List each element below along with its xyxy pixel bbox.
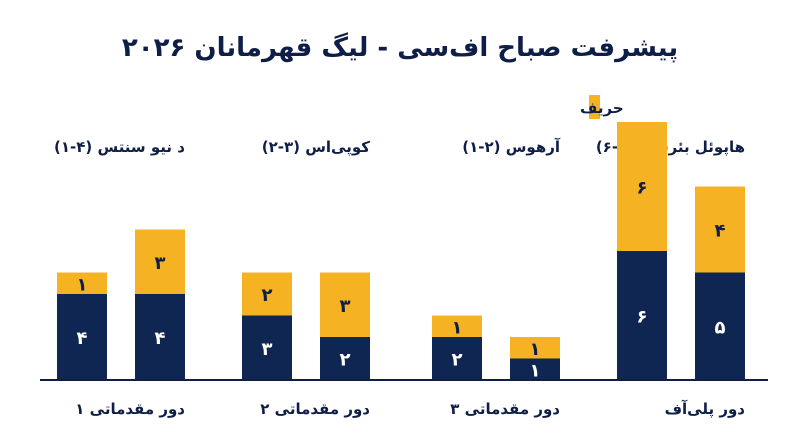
- opponent-label: د نیو سنتس (۴-۱): [54, 138, 185, 156]
- bar-segment-opponent: [57, 272, 107, 294]
- bar-segment-opponent: [510, 337, 560, 359]
- bar-segment-team: [135, 294, 185, 380]
- data-label-team: ۱: [530, 360, 541, 381]
- bar-segment-opponent: [432, 315, 482, 337]
- round-label: دور مقدماتی ۳: [450, 400, 560, 418]
- data-label-team: ۲: [452, 350, 463, 371]
- data-label-team: ۳: [262, 339, 273, 360]
- bar-segment-opponent: [320, 272, 370, 337]
- bar-segment-opponent: [695, 186, 745, 273]
- bar-segment-opponent: [242, 272, 292, 316]
- data-label-opponent: ۲: [262, 285, 273, 306]
- legend-swatch-opponent: [589, 95, 600, 119]
- bar-group: کوپی‌اس (۳-۲) دور مقدماتی ۲ ۳ ۲ ۲ ۳: [242, 138, 370, 418]
- round-label: دور مقدماتی ۱: [75, 400, 185, 418]
- data-label-team: ۴: [77, 328, 88, 349]
- round-label: دور مقدماتی ۲: [260, 400, 370, 418]
- bar-segment-team: [320, 337, 370, 380]
- legend-label-opponent: حریف: [580, 99, 624, 117]
- bar-segment-opponent: [617, 122, 667, 251]
- data-label-opponent: ۶: [637, 178, 648, 199]
- data-label-opponent: ۴: [715, 221, 726, 242]
- data-label-opponent: ۳: [155, 253, 166, 274]
- data-label-opponent: ۳: [340, 296, 351, 317]
- bar-segment-team: [432, 337, 482, 380]
- bar-segment-team: [695, 272, 745, 380]
- data-label-opponent: ۱: [530, 339, 541, 360]
- data-label-team: ۲: [340, 350, 351, 371]
- bar-segment-team: [510, 358, 560, 380]
- bar-group: د نیو سنتس (۴-۱) دور مقدماتی ۱ ۳ ۴ ۱ ۴: [54, 138, 185, 418]
- data-label-team: ۵: [715, 317, 726, 338]
- chart-title: پیشرفت صباح اف‌سی - لیگ قهرمانان ۲۰۲۶: [122, 32, 678, 63]
- round-label: دور پلی‌آف: [665, 400, 746, 419]
- data-label-opponent: ۱: [452, 317, 463, 338]
- opponent-label: آرهوس (۲-۱): [462, 138, 561, 156]
- bar-segment-team: [617, 251, 667, 380]
- data-label-team: ۴: [155, 328, 166, 349]
- bar-segment-team: [242, 315, 292, 380]
- data-label-opponent: ۱: [77, 274, 88, 295]
- data-label-team: ۶: [637, 307, 648, 328]
- bar-segment-opponent: [135, 229, 185, 294]
- bar-segment-team: [57, 294, 107, 380]
- opponent-label: کوپی‌اس (۳-۲): [262, 138, 371, 157]
